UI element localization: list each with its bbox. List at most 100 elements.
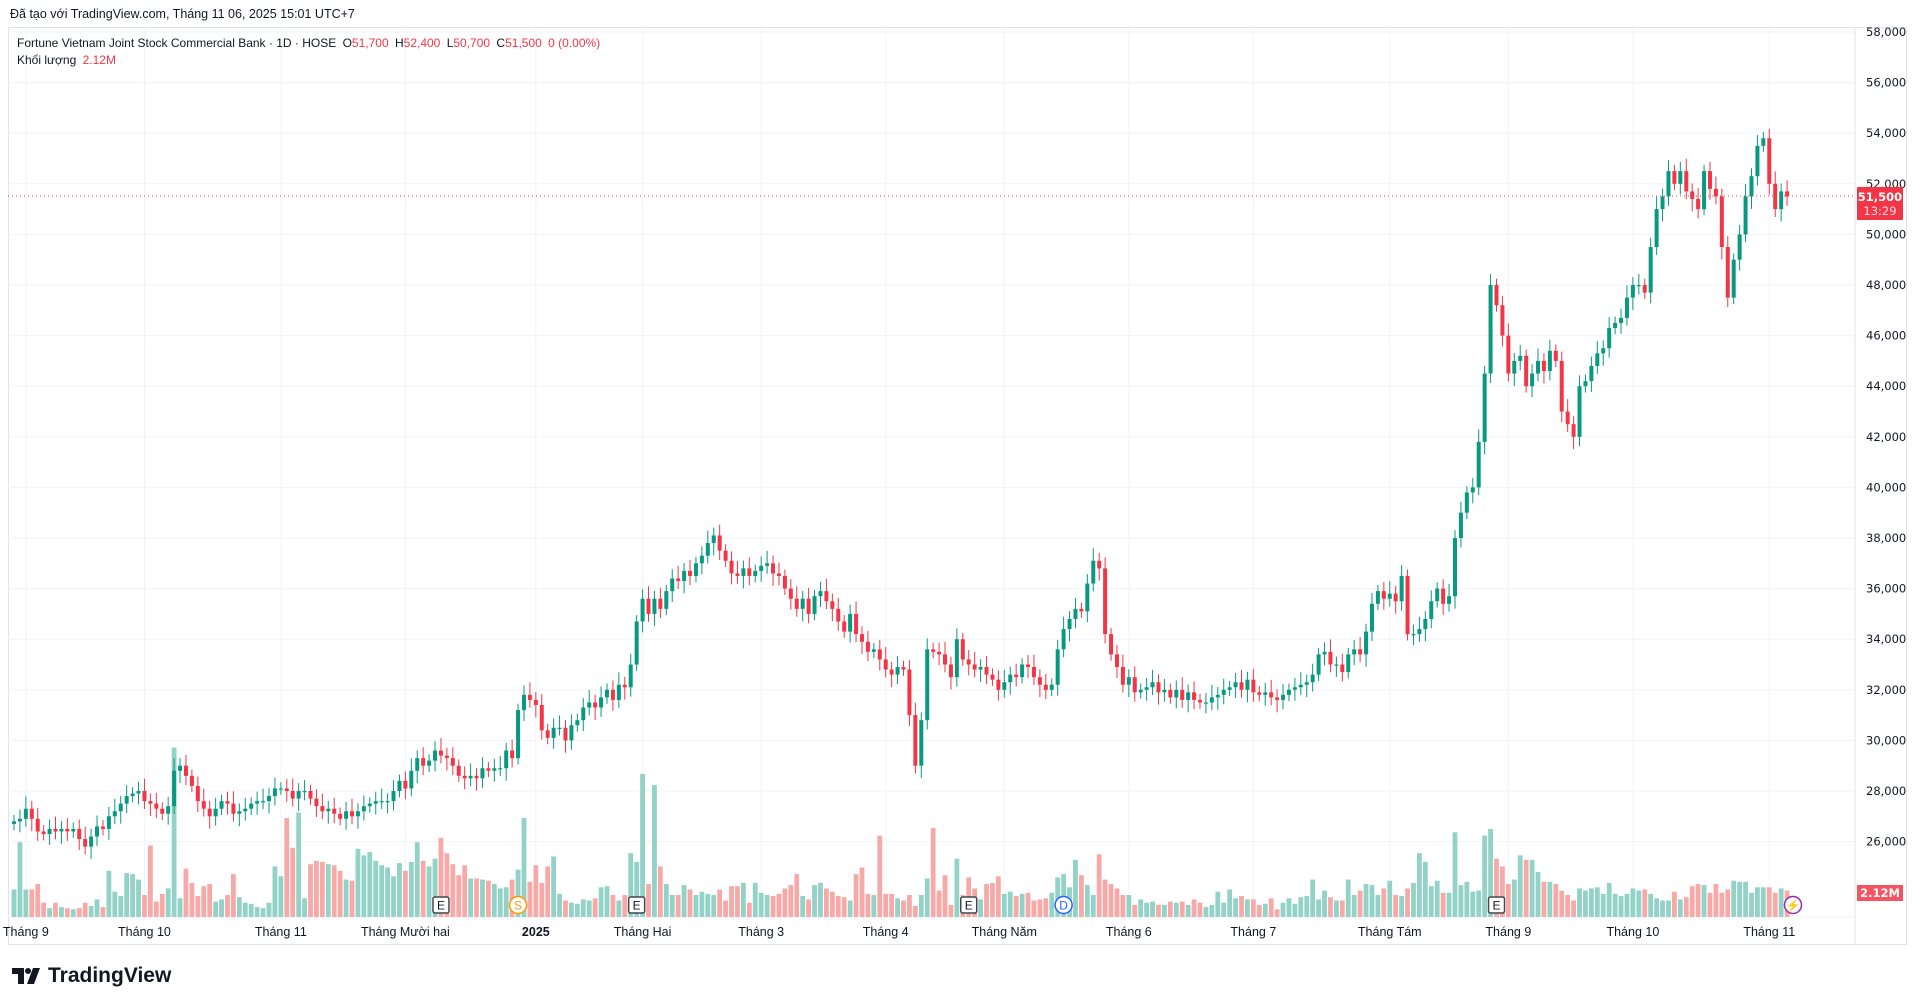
candle[interactable] (859, 626, 864, 655)
candle[interactable] (943, 641, 948, 673)
candle[interactable] (533, 692, 538, 718)
candle[interactable] (557, 715, 562, 736)
candle[interactable] (521, 685, 526, 721)
candle[interactable] (444, 747, 449, 771)
candle[interactable] (474, 767, 479, 791)
candle[interactable] (776, 562, 781, 586)
candle[interactable] (646, 586, 651, 622)
event-marker-news[interactable]: ⚡ (1783, 895, 1803, 915)
candle[interactable] (931, 642, 936, 659)
candle[interactable] (1298, 672, 1303, 696)
candle[interactable] (1559, 351, 1564, 423)
candle[interactable] (812, 589, 817, 621)
candle[interactable] (1120, 654, 1125, 693)
candle[interactable] (1031, 654, 1036, 685)
event-marker-split[interactable]: S (508, 895, 528, 915)
candle[interactable] (1393, 585, 1398, 614)
candle[interactable] (344, 801, 349, 830)
candle[interactable] (29, 800, 34, 832)
candle[interactable] (676, 566, 681, 589)
candle[interactable] (1595, 340, 1600, 374)
candle[interactable] (480, 757, 485, 788)
candle[interactable] (1678, 161, 1683, 195)
candle[interactable] (1150, 669, 1155, 696)
candle[interactable] (450, 747, 455, 776)
candle[interactable] (379, 788, 384, 809)
candle[interactable] (1304, 674, 1309, 698)
candle[interactable] (77, 819, 82, 850)
candle[interactable] (456, 759, 461, 783)
candle[interactable] (1773, 171, 1778, 217)
candle[interactable] (1660, 188, 1665, 222)
candle[interactable] (320, 793, 325, 820)
candle[interactable] (1482, 365, 1487, 455)
candle[interactable] (498, 755, 503, 777)
candle[interactable] (166, 796, 171, 825)
candle[interactable] (800, 590, 805, 622)
candle[interactable] (433, 741, 438, 772)
candle[interactable] (326, 800, 331, 824)
candle[interactable] (1470, 478, 1475, 504)
candle[interactable] (1601, 340, 1606, 366)
candle[interactable] (1049, 678, 1054, 697)
candle[interactable] (95, 815, 100, 846)
candle[interactable] (1755, 134, 1760, 186)
candle[interactable] (682, 563, 687, 594)
candle[interactable] (23, 796, 28, 827)
candle[interactable] (1624, 285, 1629, 326)
candle[interactable] (1500, 295, 1505, 347)
candle[interactable] (1731, 253, 1736, 304)
candle[interactable] (296, 783, 301, 811)
candle[interactable] (794, 586, 799, 617)
candle[interactable] (1707, 161, 1712, 200)
candle[interactable] (1672, 164, 1677, 191)
candle[interactable] (575, 713, 580, 732)
candle[interactable] (1192, 681, 1197, 710)
candle[interactable] (1328, 639, 1333, 673)
candle[interactable] (747, 557, 752, 586)
candle[interactable] (1310, 663, 1315, 692)
candle[interactable] (1067, 611, 1072, 642)
candle[interactable] (71, 822, 76, 838)
candle[interactable] (871, 642, 876, 659)
candle[interactable] (1737, 225, 1742, 271)
candle[interactable] (1654, 196, 1659, 255)
symbol-title[interactable]: Fortune Vietnam Joint Stock Commercial B… (17, 36, 337, 50)
candle[interactable] (1613, 316, 1618, 335)
candle[interactable] (765, 550, 770, 574)
candle[interactable] (1785, 180, 1790, 206)
candle[interactable] (587, 690, 592, 716)
candle[interactable] (1725, 236, 1730, 308)
candle[interactable] (1696, 188, 1701, 219)
candle[interactable] (1375, 584, 1380, 611)
candle[interactable] (782, 569, 787, 595)
candle[interactable] (759, 556, 764, 582)
candle[interactable] (836, 597, 841, 631)
candle[interactable] (563, 719, 568, 753)
candle[interactable] (688, 560, 693, 586)
candle[interactable] (705, 530, 710, 564)
candle[interactable] (1269, 679, 1274, 706)
candle[interactable] (1399, 565, 1404, 611)
candle[interactable] (53, 816, 58, 840)
candle[interactable] (47, 819, 52, 845)
candle[interactable] (415, 750, 420, 784)
candle[interactable] (605, 683, 609, 704)
candle[interactable] (1334, 656, 1339, 677)
candle[interactable] (1251, 668, 1256, 702)
candle[interactable] (913, 702, 918, 774)
candle[interactable] (1103, 557, 1108, 644)
candle[interactable] (1198, 693, 1202, 709)
candle[interactable] (1642, 278, 1647, 299)
candle[interactable] (1429, 590, 1434, 629)
candle[interactable] (438, 738, 443, 764)
candle[interactable] (1186, 684, 1191, 713)
candle[interactable] (1565, 399, 1570, 432)
candle[interactable] (1452, 530, 1457, 609)
candle[interactable] (771, 555, 776, 586)
candle[interactable] (1020, 658, 1025, 684)
candle[interactable] (616, 672, 621, 708)
candle[interactable] (1684, 158, 1689, 200)
candle[interactable] (59, 821, 64, 844)
candle[interactable] (12, 815, 16, 831)
